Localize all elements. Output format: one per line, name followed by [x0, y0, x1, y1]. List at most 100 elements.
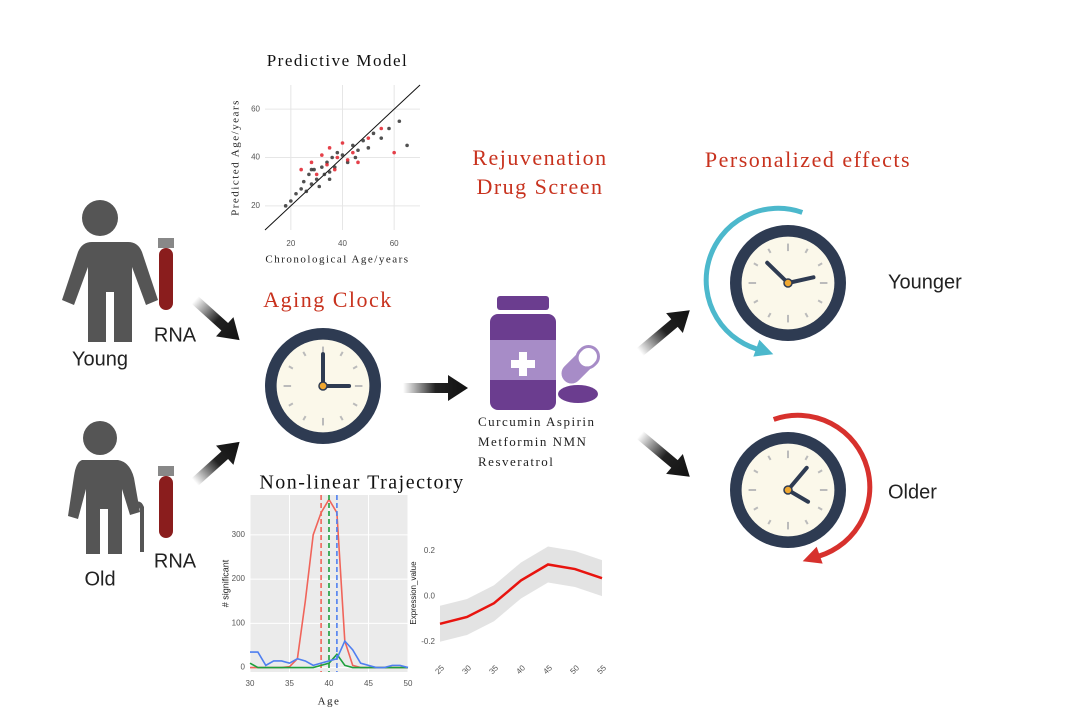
scatter-point: [387, 126, 391, 131]
rewind-arrow-head: [753, 339, 774, 357]
y-axis-label: Expression_value: [409, 561, 418, 625]
y-axis-label: # significant: [220, 559, 230, 607]
clock-tick: [753, 506, 759, 511]
scatter-point: [332, 167, 337, 172]
clock-tick: [767, 248, 772, 254]
trajectory-title: Non-linear Trajectory: [259, 472, 464, 494]
clock-tick: [753, 262, 759, 267]
clock-center: [318, 381, 328, 391]
scatter-point: [312, 167, 316, 172]
scatter-point: [366, 146, 371, 150]
y-tick-label: 20: [251, 201, 260, 210]
y-tick-label: 0.2: [424, 546, 436, 555]
chart-title: Predictive Model: [267, 51, 409, 70]
clock-center: [783, 278, 793, 288]
scatter-point: [314, 172, 319, 177]
scatter-point: [361, 138, 365, 143]
older-label: Older: [888, 481, 937, 503]
scatter-point: [299, 187, 303, 191]
scatter-point: [320, 153, 324, 157]
clock-tick: [352, 365, 358, 370]
rewind-arrow: [703, 205, 804, 354]
x-tick-label: 30: [246, 679, 255, 688]
scatter-point: [309, 167, 314, 172]
clock-tick: [767, 312, 772, 318]
drug-name: Curcumin Aspirin: [478, 414, 596, 429]
scatter-point: [335, 150, 340, 155]
clock-tick: [804, 455, 809, 461]
clock-tick: [288, 402, 294, 407]
scatter-point: [317, 184, 322, 189]
clock-tick: [804, 312, 809, 318]
personalized-title: Personalized effects: [705, 147, 911, 172]
y-tick-label: 60: [251, 104, 260, 113]
y-tick-label: 0.0: [424, 592, 436, 601]
scatter-point: [309, 160, 314, 165]
clock-tick: [288, 365, 294, 370]
x-tick-label: 45: [541, 663, 554, 676]
scatter-point: [327, 177, 332, 182]
scatter-point: [304, 189, 309, 194]
y-tick-label: 40: [251, 153, 260, 162]
x-tick-label: 50: [404, 679, 413, 688]
scatter-point: [294, 191, 298, 196]
scatter-point: [320, 165, 324, 169]
clock-tick: [817, 469, 823, 474]
x-tick-label: 50: [568, 663, 581, 676]
drug-icon: [490, 296, 600, 410]
rna-tube-bottom: [158, 466, 174, 538]
scatter-point: [371, 131, 376, 136]
x-axis-label: Chronological Age/years: [265, 254, 409, 266]
scatter-point: [356, 148, 360, 153]
clock-tick: [767, 455, 772, 461]
y-tick-label: 200: [232, 574, 246, 583]
forward-arrow-head: [802, 546, 823, 564]
x-tick-label: 20: [286, 239, 295, 248]
y-tick-label: 100: [232, 618, 246, 627]
x-tick-label: 55: [595, 663, 608, 676]
scatter-point: [335, 155, 340, 160]
scatter-point: [345, 158, 350, 162]
scatter-point: [340, 153, 345, 157]
clock-tick: [817, 262, 823, 267]
rna-label: RNA: [154, 550, 197, 572]
drug-screen-title: Drug Screen: [476, 174, 603, 199]
clock-tick: [817, 506, 823, 511]
scatter-point: [299, 167, 303, 172]
clock-hand: [765, 260, 790, 285]
clock-tick: [339, 351, 344, 357]
scatter-point: [340, 141, 345, 145]
scatter-point: [309, 182, 314, 186]
forward-arrow: [772, 412, 873, 561]
arrows: [191, 296, 690, 486]
clock-center: [783, 485, 793, 495]
clock-tick: [767, 519, 772, 525]
identity-line: [264, 84, 421, 231]
scatter-point: [322, 172, 327, 177]
scatter-point: [351, 143, 355, 148]
scatter-point: [351, 150, 355, 155]
scatter-point: [397, 119, 402, 124]
trajectory-band: [440, 546, 602, 642]
series-line: [439, 563, 603, 626]
rna-label: RNA: [154, 324, 197, 346]
old-label: Old: [84, 568, 115, 590]
scatter-point: [356, 160, 360, 165]
scatter-point: [405, 143, 409, 148]
x-tick-label: 40: [338, 239, 347, 248]
clock-tick: [817, 299, 823, 304]
clock-hand: [786, 465, 809, 492]
scatter-point: [379, 136, 384, 140]
rna-tube-top: [158, 238, 174, 310]
x-tick-label: 45: [364, 679, 373, 688]
y-tick-label: 0: [241, 663, 246, 672]
x-axis-label: Age: [318, 696, 341, 708]
younger-label: Younger: [888, 271, 962, 293]
drug-screen-title: Rejuvenation: [472, 145, 607, 170]
clock-tick: [753, 299, 759, 304]
old-person: [68, 421, 144, 554]
clock-tick: [804, 248, 809, 254]
drug-name: Resveratrol: [478, 454, 554, 469]
scatter-point: [301, 179, 306, 184]
